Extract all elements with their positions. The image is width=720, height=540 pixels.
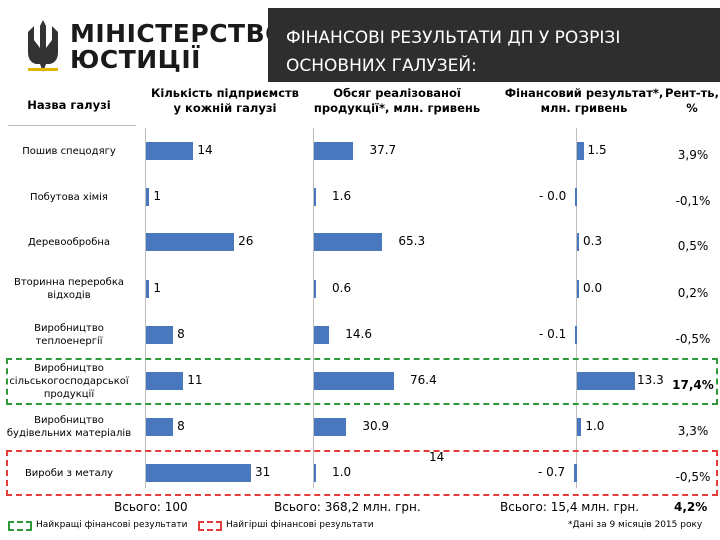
extra-label-1: 14 bbox=[429, 450, 445, 464]
bar-3-3 bbox=[577, 233, 579, 251]
bar-2-6 bbox=[314, 372, 394, 390]
value-label-2-1: 37.7 bbox=[369, 143, 397, 157]
profitability-value-2: -0,1% bbox=[675, 194, 711, 208]
value-label-3-6: 13.3 bbox=[637, 373, 664, 387]
value-label-1-1: 14 bbox=[197, 143, 213, 157]
total-financial: Всього: 15,4 млн. грн. bbox=[500, 500, 640, 514]
value-label-1-6: 11 bbox=[187, 373, 203, 387]
value-label-1-3: 26 bbox=[238, 234, 254, 248]
title-banner bbox=[268, 8, 720, 82]
profitability-value-8: -0,5% bbox=[675, 470, 711, 484]
ministry-name-line2: ЮСТИЦІЇ bbox=[70, 45, 201, 74]
total-output: Всього: 368,2 млн. грн. bbox=[274, 500, 421, 514]
total-enterprises: Всього: 100 bbox=[114, 500, 188, 514]
value-label-2-6: 76.4 bbox=[410, 373, 437, 387]
row-label-6: Виробництво сільськогосподарської продук… bbox=[9, 362, 129, 400]
axis-enterprises bbox=[145, 128, 146, 488]
value-label-3-1: 1.5 bbox=[587, 143, 607, 157]
bar-1-4 bbox=[146, 280, 150, 298]
row-label-7: Виробництво будівельних матеріалів bbox=[6, 415, 132, 439]
value-label-1-2: 1 bbox=[153, 189, 162, 203]
bar-2-3 bbox=[314, 233, 383, 251]
bar-1-7 bbox=[146, 418, 174, 436]
row-label-2: Побутова хімія bbox=[30, 191, 108, 203]
value-label-1-5: 8 bbox=[177, 327, 185, 341]
profitability-value-5: -0,5% bbox=[675, 332, 711, 346]
value-label-2-4: 0.6 bbox=[332, 281, 352, 295]
bar-2-5 bbox=[314, 326, 330, 344]
column-header-branch: Назва галузі bbox=[27, 98, 111, 112]
bar-1-1 bbox=[146, 142, 194, 160]
row-label-8: Вироби з металу bbox=[24, 467, 114, 479]
worst-result-highlight bbox=[6, 450, 718, 496]
bar-2-8 bbox=[314, 464, 316, 482]
value-label-3-8: - 0.7 bbox=[537, 465, 566, 479]
bar-3-1 bbox=[577, 142, 584, 160]
legend-best-label: Найкращі фінансові результати bbox=[36, 520, 188, 530]
row-label-5: Виробництво теплоенергії bbox=[34, 323, 104, 347]
footnote: *Дані за 9 місяців 2015 року bbox=[568, 520, 703, 530]
row-label-3: Деревообробна bbox=[27, 236, 111, 248]
column-header-output: Обсяг реалізованої продукції*, млн. грив… bbox=[313, 86, 481, 115]
page-title-line1: ФІНАНСОВІ РЕЗУЛЬТАТИ ДП У РОЗРІЗІ bbox=[286, 28, 621, 48]
bar-3-5 bbox=[575, 326, 577, 344]
legend-best-swatch bbox=[8, 521, 32, 531]
bar-1-2 bbox=[146, 188, 150, 206]
profitability-value-6: 17,4% bbox=[672, 378, 714, 392]
value-label-2-2: 1.6 bbox=[332, 189, 352, 203]
ministry-name-line1: МІНІСТЕРСТВО bbox=[70, 19, 287, 48]
value-label-1-7: 8 bbox=[177, 419, 185, 433]
bar-1-5 bbox=[146, 326, 174, 344]
bar-2-1 bbox=[314, 142, 354, 160]
trident-emblem-icon bbox=[28, 20, 58, 72]
value-label-3-5: - 0.1 bbox=[539, 327, 567, 341]
profitability-value-7: 3,3% bbox=[677, 424, 709, 438]
bar-3-7 bbox=[577, 418, 582, 436]
value-label-3-3: 0.3 bbox=[583, 234, 603, 248]
value-label-2-3: 65.3 bbox=[398, 234, 426, 248]
value-label-3-2: - 0.0 bbox=[539, 189, 567, 203]
profitability-value-3: 0,5% bbox=[677, 239, 709, 253]
bar-2-4 bbox=[314, 280, 316, 298]
row-label-1: Пошив спецодягу bbox=[22, 145, 116, 157]
bar-1-6 bbox=[146, 372, 184, 390]
bar-2-2 bbox=[314, 188, 316, 206]
value-label-3-4: 0.0 bbox=[583, 281, 603, 295]
column-header-financial: Фінансовий результат*, млн. гривень bbox=[504, 86, 664, 115]
row-label-4: Вторинна переробка відходів bbox=[13, 277, 125, 301]
bar-3-8 bbox=[573, 464, 577, 482]
bar-2-7 bbox=[314, 418, 347, 436]
value-label-2-7: 30.9 bbox=[362, 419, 390, 433]
bar-3-2 bbox=[575, 188, 577, 206]
column-header-enterprises: Кількість підприємств у кожній галузі bbox=[151, 86, 299, 115]
axis-financial bbox=[576, 128, 577, 488]
bar-3-6 bbox=[577, 372, 635, 390]
value-label-1-4: 1 bbox=[153, 281, 162, 295]
bar-3-4 bbox=[577, 280, 579, 298]
total-profitability: 4,2% bbox=[674, 500, 708, 514]
value-label-2-5: 14.6 bbox=[345, 327, 372, 341]
value-label-2-8: 1.0 bbox=[332, 465, 352, 479]
profitability-value-1: 3,9% bbox=[677, 148, 709, 162]
header: МІНІСТЕРСТВО ЮСТИЦІЇ ФІНАНСОВІ РЕЗУЛЬТАТ… bbox=[0, 0, 720, 84]
best-result-highlight bbox=[6, 358, 718, 405]
value-label-1-8: 31 bbox=[255, 465, 271, 479]
column-header-profitability: Рент-ть, % bbox=[665, 86, 719, 115]
page-title-line2: ОСНОВНИХ ГАЛУЗЕЙ: bbox=[286, 56, 477, 76]
bar-1-8 bbox=[146, 464, 251, 482]
legend-worst-label: Найгірші фінансові результати bbox=[226, 520, 374, 530]
header-separator bbox=[8, 125, 136, 126]
value-label-3-7: 1.0 bbox=[585, 419, 605, 433]
legend-worst-swatch bbox=[198, 521, 222, 531]
axis-output bbox=[313, 128, 314, 488]
profitability-value-4: 0,2% bbox=[677, 286, 709, 300]
bar-1-3 bbox=[146, 233, 235, 251]
